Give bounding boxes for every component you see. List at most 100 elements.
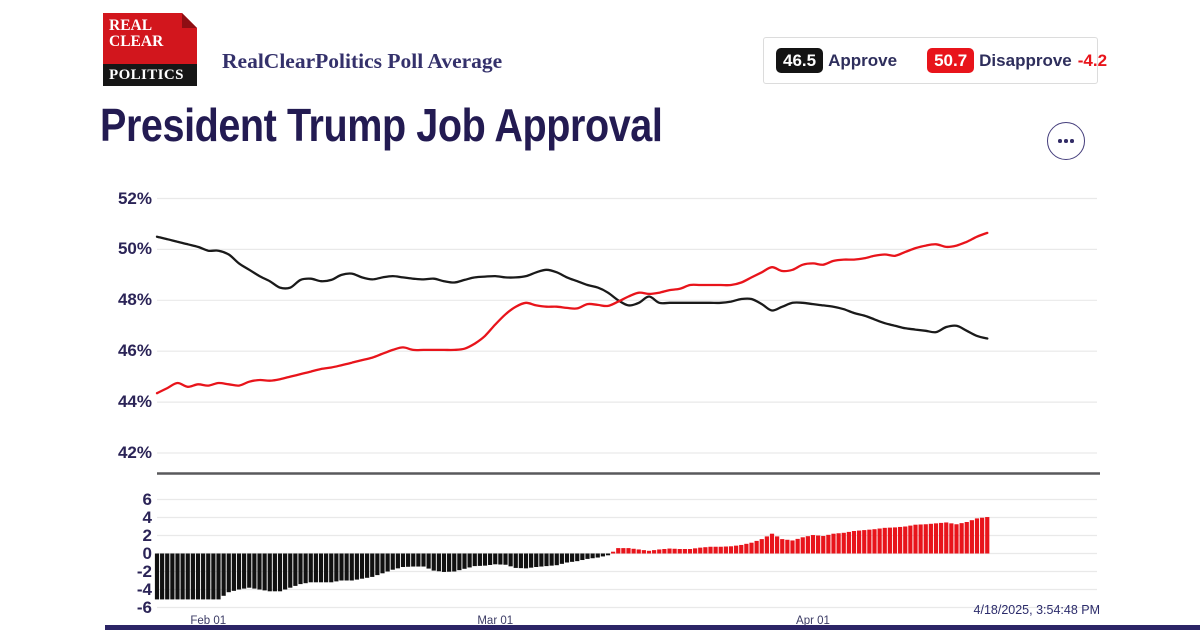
spread-bar[interactable] — [154, 553, 160, 600]
spread-bar[interactable] — [734, 545, 739, 554]
spread-bar[interactable] — [892, 527, 898, 554]
spread-bar[interactable] — [370, 553, 375, 577]
spread-bar[interactable] — [785, 539, 790, 554]
spread-bar[interactable] — [831, 533, 836, 554]
spread-bar[interactable] — [283, 553, 288, 590]
spread-bar[interactable] — [554, 553, 559, 566]
spread-bar[interactable] — [667, 548, 672, 554]
spread-bar[interactable] — [395, 553, 400, 569]
spread-bar[interactable] — [877, 528, 882, 554]
spread-bar[interactable] — [354, 553, 359, 580]
spread-bar[interactable] — [267, 553, 272, 592]
spread-bar[interactable] — [575, 553, 580, 562]
spread-bar[interactable] — [242, 553, 247, 589]
spread-bar[interactable] — [605, 553, 611, 556]
spread-bar[interactable] — [447, 553, 452, 572]
spread-bar[interactable] — [559, 553, 564, 564]
spread-bar[interactable] — [600, 553, 605, 557]
spread-bar[interactable] — [257, 553, 262, 590]
spread-bar[interactable] — [887, 527, 892, 554]
spread-bar[interactable] — [549, 553, 554, 566]
spread-bar[interactable] — [313, 553, 318, 583]
spread-bar[interactable] — [493, 553, 498, 565]
spread-bar[interactable] — [298, 553, 303, 585]
spread-bar[interactable] — [539, 553, 544, 567]
spread-bar[interactable] — [585, 553, 590, 559]
spread-bar[interactable] — [764, 536, 769, 554]
spread-bar[interactable] — [939, 522, 944, 554]
spread-bar[interactable] — [390, 553, 395, 570]
spread-bar[interactable] — [180, 553, 185, 600]
spread-bar[interactable] — [365, 553, 370, 578]
spread-bar[interactable] — [933, 523, 939, 554]
spread-bar[interactable] — [564, 553, 570, 563]
spread-bar[interactable] — [252, 553, 257, 589]
spread-bar[interactable] — [687, 549, 693, 554]
spread-bar[interactable] — [851, 531, 857, 554]
spread-bar[interactable] — [226, 553, 231, 593]
spread-bar[interactable] — [349, 553, 354, 581]
spread-bar[interactable] — [247, 553, 252, 588]
spread-bar[interactable] — [754, 540, 759, 554]
spread-bar[interactable] — [652, 550, 657, 554]
spread-bar[interactable] — [308, 553, 313, 583]
spread-bar[interactable] — [723, 546, 728, 554]
spread-bar[interactable] — [821, 535, 826, 554]
spread-bar[interactable] — [211, 553, 216, 600]
spread-bar[interactable] — [969, 520, 974, 554]
spread-bar[interactable] — [359, 553, 365, 579]
spread-bar[interactable] — [195, 553, 201, 600]
spread-bar[interactable] — [462, 553, 467, 569]
spread-bar[interactable] — [836, 533, 841, 554]
spread-bar[interactable] — [626, 548, 631, 554]
spread-bar[interactable] — [329, 553, 334, 583]
spread-bar[interactable] — [898, 526, 903, 554]
spread-bar[interactable] — [529, 553, 534, 568]
spread-bar[interactable] — [903, 526, 908, 554]
spread-bar[interactable] — [611, 551, 616, 554]
spread-bar[interactable] — [385, 553, 390, 572]
spread-bar[interactable] — [744, 543, 749, 554]
spread-bar[interactable] — [570, 553, 575, 562]
approve-line[interactable] — [155, 235, 989, 340]
spread-bar[interactable] — [513, 553, 518, 568]
spread-bar[interactable] — [846, 531, 851, 554]
spread-bar[interactable] — [436, 553, 441, 572]
spread-bar[interactable] — [272, 553, 277, 592]
spread-bar[interactable] — [636, 549, 641, 554]
spread-bar[interactable] — [206, 553, 211, 600]
spread-bar[interactable] — [616, 548, 621, 554]
spread-bar[interactable] — [949, 523, 954, 554]
spread-bar[interactable] — [185, 553, 190, 600]
rcp-logo[interactable]: REAL CLEAR POLITICS — [103, 13, 197, 86]
spread-bar[interactable] — [503, 553, 508, 565]
spread-bar[interactable] — [400, 553, 406, 568]
spread-bar[interactable] — [882, 527, 887, 554]
spread-bar[interactable] — [411, 553, 416, 567]
spread-bar[interactable] — [339, 553, 344, 581]
spread-bar[interactable] — [780, 539, 785, 554]
spread-bar[interactable] — [406, 553, 411, 567]
spread-bar[interactable] — [816, 535, 821, 554]
spread-bar[interactable] — [974, 518, 980, 554]
spread-bar[interactable] — [380, 553, 385, 574]
spread-bar[interactable] — [739, 544, 744, 554]
spread-bar[interactable] — [216, 553, 221, 600]
spread-bar[interactable] — [375, 553, 380, 576]
spread-bar[interactable] — [477, 553, 482, 566]
spread-bar[interactable] — [657, 549, 662, 554]
spread-bar[interactable] — [431, 553, 436, 571]
spread-bar[interactable] — [201, 553, 206, 600]
spread-bar[interactable] — [872, 529, 877, 554]
spread-bar[interactable] — [672, 548, 677, 554]
spread-bar[interactable] — [964, 522, 969, 554]
spread-bar[interactable] — [324, 553, 329, 583]
spread-bar[interactable] — [641, 550, 646, 554]
spread-bar[interactable] — [985, 517, 990, 554]
spread-bar[interactable] — [954, 524, 959, 554]
spread-bar[interactable] — [580, 553, 585, 561]
spread-bar[interactable] — [795, 538, 800, 554]
spread-bar[interactable] — [749, 542, 754, 554]
spread-bar[interactable] — [944, 522, 949, 554]
